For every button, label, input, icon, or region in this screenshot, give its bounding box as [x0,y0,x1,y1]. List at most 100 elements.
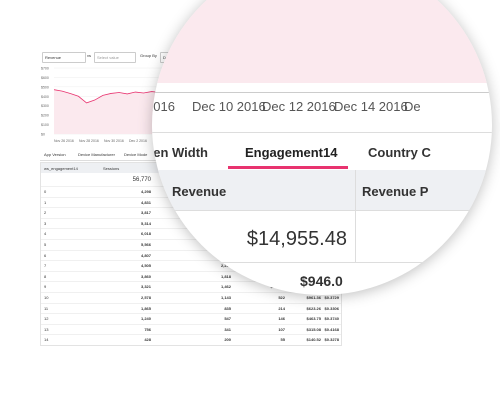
x-axis-label: Dec 12 2016 [262,99,336,114]
table-cell: $0.4168 [324,326,339,332]
table-cell: $961.36 [306,295,321,300]
row-divider [41,281,341,283]
table-cell: $623.26 [306,305,321,311]
x-axis-label: Dec 14 2016 [334,99,408,114]
table-cell: 8 [44,273,47,279]
table-cell: 6,018 [140,231,151,237]
tab[interactable]: Country C [368,145,431,160]
table-cell: 4 [44,231,47,237]
table-cell: $0.3740 [324,316,339,322]
row-divider [41,270,341,272]
x-tick-label: Dec 2 2016 [129,139,147,143]
table-cell: 9 [44,284,47,290]
table-cell: $0.3278 [324,337,339,343]
column-header: Sessions [103,166,120,171]
y-tick-label: $600 [41,76,49,80]
vs-label: vs [87,53,91,58]
tab-bar [40,149,165,161]
tab[interactable]: een Width [152,145,208,160]
table-cell: 6 [44,252,47,258]
y-tick-label: $400 [41,95,49,99]
column-header: Revenue P [362,184,429,199]
row-divider [41,323,341,325]
y-tick-label: $100 [41,123,49,127]
table-cell: 3,321 [140,284,151,290]
table-cell: $0.3729 [324,295,339,300]
total-value: $14,955.48 [247,228,347,251]
column-header: ws_engagement14 [44,166,78,171]
column-header: Revenue [172,184,227,199]
table-cell: 5,314 [140,220,151,226]
magnifier: Revenue Revenue P $14,955.48 $946.0 2016… [152,0,492,295]
row-divider [41,292,341,293]
table-cell: $315.08 [306,326,321,332]
table-cell: 214 [278,305,285,311]
tab[interactable]: Device Manufacturer [78,152,115,157]
y-tick-label: $500 [41,85,49,89]
table-cell: 13 [44,326,49,332]
row-divider [41,239,341,240]
row-divider [41,313,341,315]
area [54,89,168,134]
table-cell: 3 [44,220,47,226]
table-cell: 7 [44,263,47,269]
table-cell: 547 [224,316,231,322]
compare-select[interactable]: Select value [94,52,136,63]
table-cell: 10 [44,295,49,300]
tab-divider [152,132,492,133]
table-cell: 55 [280,337,285,343]
table-cell: 835 [224,305,231,311]
row-text: $946.0 [300,273,343,289]
table-cell: 5 [44,242,47,247]
table-cell: 4,831 [140,199,151,205]
y-tick-label: $700 [41,67,49,71]
x-axis-label: De [404,99,421,114]
table-cell: 3,817 [140,210,151,216]
table-cell: 5,566 [140,242,151,247]
row-divider [41,334,341,336]
table-cell: $140.52 [306,337,321,343]
table-cell: 3,860 [140,273,151,279]
axis-line [152,92,492,93]
table-cell: 107 [278,326,285,332]
column-divider [355,170,356,262]
table-cell: 1,865 [140,305,151,311]
table-cell: 11 [44,305,49,311]
x-axis-label: 2016 [152,99,175,114]
total: 56,770 [132,177,151,183]
table-cell: 146 [278,316,285,322]
table-cell: 4,298 [140,189,151,194]
table-cell: 4,807 [140,252,151,258]
table-cell: 1 [44,199,47,205]
row-divider [41,260,341,262]
table-cell: 200 [224,337,231,343]
y-tick-label: $300 [41,104,49,108]
table-cell: 1,240 [140,316,151,322]
table-cell: 1,818 [220,273,231,279]
line [53,89,169,104]
x-tick-label: Nov 30 2016 [104,139,124,143]
row-divider [41,249,341,251]
y-tick-label: $0 [41,133,45,137]
y-tick-label: $200 [41,114,49,118]
table-header [152,170,492,211]
table-cell: 341 [224,326,231,332]
row-divider [41,302,341,304]
metric-select[interactable]: Revenue [42,52,86,63]
table-cell: 2 [44,210,47,216]
table-cell: 1,143 [220,295,231,300]
mini-chart: $700 $600 $500 $400 $300 $200 $100 $0 Nov 26 201… [41,67,170,144]
table-cell: $463.75 [306,316,321,322]
table-cell: 522 [278,295,285,300]
tab[interactable]: Engagement14 [245,145,338,160]
group-label: Group By [140,53,157,58]
table-cell: 14 [44,337,49,343]
tab[interactable]: Device Mode [124,152,148,157]
row-divider [152,262,492,263]
x-axis-label: Dec 10 2016 [192,99,266,114]
row-value: $946.0 [300,273,343,289]
tab[interactable]: App Version [44,152,66,157]
table-cell: $0.3306 [324,305,339,311]
x-tick-label: Nov 26 2016 [54,139,74,143]
